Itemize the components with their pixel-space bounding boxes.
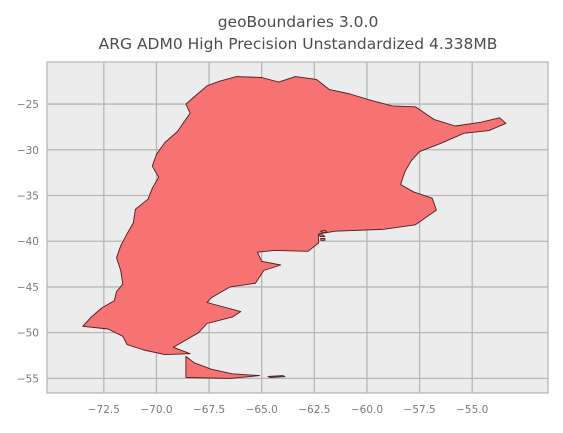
coastal-island-polygon — [320, 238, 326, 241]
plot-frame — [46, 61, 549, 394]
y-tick-label: −55 — [17, 373, 39, 385]
tierra-del-fuego-polygon — [185, 355, 261, 379]
x-tick-label: −70.0 — [140, 404, 172, 416]
coastal-island-polygon — [320, 229, 328, 234]
coastal-island-polygon — [318, 234, 326, 238]
x-tick-label: −55.0 — [456, 404, 488, 416]
axis-ticks: −72.5 −70.0 −67.5 −65.0 −62.5 −60.0 −57.5 −55.0… — [17, 99, 488, 416]
y-tick-label: −40 — [17, 236, 39, 248]
x-tick-label: −60.0 — [351, 404, 383, 416]
y-tick-label: −30 — [17, 145, 39, 157]
chart-title: geoBoundaries 3.0.0 — [218, 13, 379, 31]
country-boundary — [82, 76, 507, 379]
x-tick-label: −57.5 — [403, 404, 435, 416]
chart-subtitle: ARG ADM0 High Precision Unstandardized 4… — [99, 35, 498, 53]
y-tick-label: −45 — [17, 282, 39, 294]
y-tick-label: −35 — [17, 190, 39, 202]
mainland-polygon — [82, 76, 507, 356]
x-tick-label: −72.5 — [88, 404, 120, 416]
x-tick-label: −67.5 — [193, 404, 225, 416]
y-tick-label: −25 — [17, 99, 39, 111]
x-tick-label: −62.5 — [298, 404, 330, 416]
y-tick-label: −50 — [17, 328, 39, 340]
isla-de-los-estados-polygon — [267, 375, 286, 378]
x-tick-label: −65.0 — [246, 404, 278, 416]
